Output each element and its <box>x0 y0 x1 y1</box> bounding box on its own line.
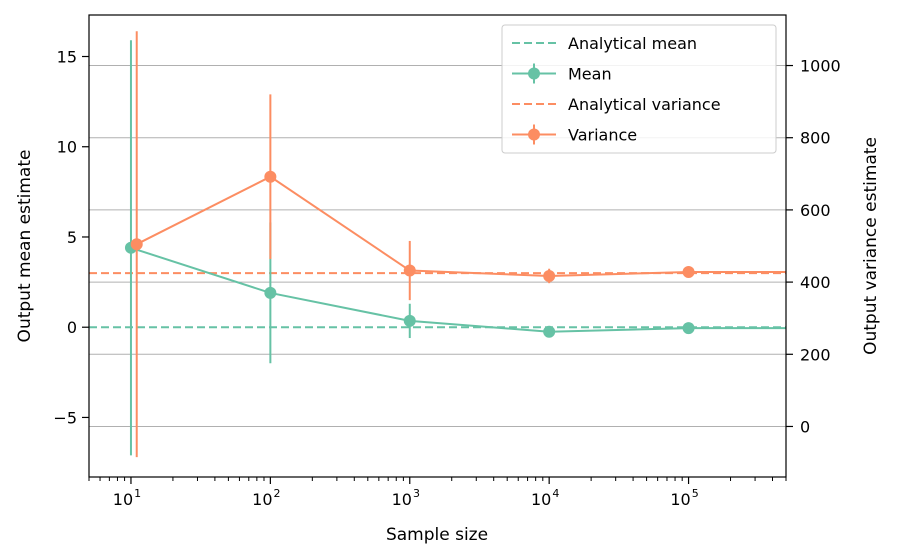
variance-point <box>543 269 556 282</box>
x-tick-exponent: 4 <box>552 487 559 500</box>
x-tick-label: 102 <box>252 487 280 509</box>
y-right-tick-label: 600 <box>800 201 831 220</box>
y-left-tick-label: −5 <box>53 408 77 427</box>
y-axis-left: 15 10 5 0 −5 <box>53 48 89 427</box>
x-tick-exponent: 2 <box>274 487 281 500</box>
x-axis: 101 102 103 104 105 <box>88 477 787 509</box>
legend: Analytical mean Mean Analytical variance Va… <box>501 24 777 154</box>
x-axis-label: Sample size <box>386 525 488 545</box>
legend-handle-marker <box>528 128 540 141</box>
x-tick-label: 104 <box>531 487 559 509</box>
legend-label: Analytical variance <box>568 95 721 114</box>
mean-point <box>403 314 416 327</box>
legend-label: Variance <box>568 126 637 145</box>
variance-point <box>264 170 277 183</box>
x-tick-exponent: 1 <box>134 487 141 500</box>
x-tick-label: 101 <box>113 487 141 509</box>
y-left-tick-label: 10 <box>57 138 77 157</box>
y-left-tick-label: 0 <box>67 318 77 337</box>
variance-point <box>403 264 416 277</box>
x-tick-label: 103 <box>392 487 420 509</box>
y-axis-right-label: Output variance estimate <box>861 137 881 355</box>
legend-box <box>501 24 777 154</box>
variance-line <box>136 175 786 277</box>
y-axis-right: 1000 800 600 400 200 0 <box>786 57 841 436</box>
y-right-tick-label: 1000 <box>800 57 841 76</box>
variance-point <box>130 238 143 251</box>
y-right-tick-label: 800 <box>800 129 831 148</box>
x-tick-exponent: 5 <box>692 487 699 500</box>
x-tick-label: 105 <box>670 487 698 509</box>
mean-point <box>682 322 695 335</box>
mean-point <box>543 325 556 338</box>
mean-line <box>130 246 786 333</box>
x-tick-exponent: 3 <box>413 487 420 500</box>
series-variance <box>130 31 786 458</box>
mean-point <box>264 286 277 299</box>
variance-point <box>682 265 695 278</box>
legend-label: Mean <box>568 65 612 84</box>
y-right-tick-label: 400 <box>800 273 831 292</box>
y-axis-left-label: Output mean estimate <box>15 150 35 343</box>
y-right-tick-label: 0 <box>800 417 810 436</box>
y-right-tick-label: 200 <box>800 345 831 364</box>
legend-label: Analytical mean <box>568 34 697 53</box>
legend-handle-marker <box>528 67 540 80</box>
y-left-tick-label: 5 <box>67 228 77 247</box>
y-left-tick-label: 15 <box>57 48 77 67</box>
analytical-lines <box>89 272 786 329</box>
plot-frame <box>88 14 787 478</box>
